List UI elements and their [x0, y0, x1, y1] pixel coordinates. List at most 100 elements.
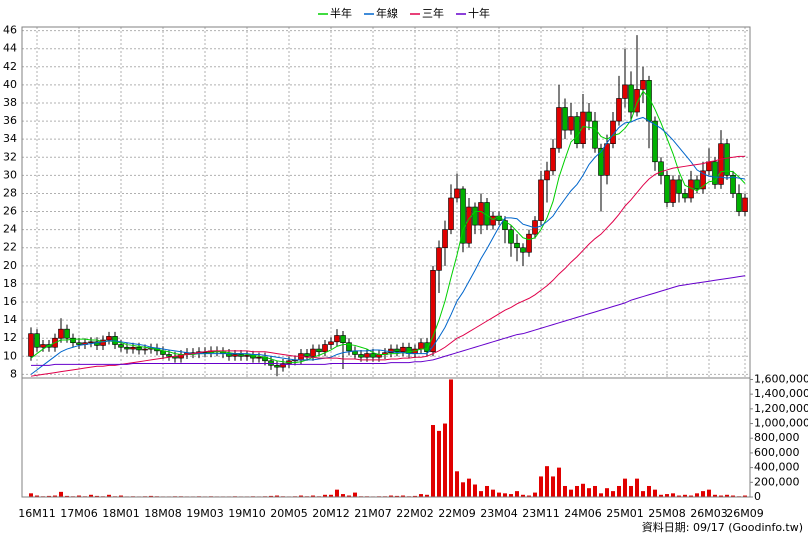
candle-body: [58, 328, 64, 339]
volume-bar: [311, 495, 315, 497]
volume-bar: [29, 493, 33, 497]
candle-body: [448, 197, 454, 230]
ma-line: [31, 275, 746, 366]
candle-body: [340, 335, 346, 344]
volume-bar: [713, 494, 717, 497]
candle-body: [400, 346, 406, 353]
volume-bar: [695, 493, 699, 497]
candle-body: [616, 98, 622, 122]
candle-body: [238, 354, 244, 357]
candle-body: [304, 353, 310, 357]
candle-body: [28, 333, 34, 357]
volume-frame: [21, 377, 751, 498]
volume-bar: [725, 494, 729, 497]
candle-body: [580, 111, 586, 144]
volume-bar: [587, 488, 591, 497]
volume-bar: [53, 495, 57, 497]
volume-bar: [659, 494, 663, 497]
candle-body: [124, 346, 130, 350]
volume-bar: [557, 467, 561, 497]
candle-body: [736, 193, 742, 212]
x-tick-label: 25M08: [648, 507, 686, 520]
volume-bar: [497, 492, 501, 497]
candle-body: [742, 197, 748, 212]
volume-bar: [575, 485, 579, 497]
y2-tick-label: 0: [754, 490, 761, 503]
volume-bar: [539, 476, 543, 497]
y-tick-label: 40: [3, 78, 17, 91]
candle-body: [106, 336, 112, 341]
candle-body: [514, 242, 520, 249]
legend-label: 三年: [422, 6, 444, 20]
volume-bar: [569, 489, 573, 497]
x-tick-label: 19M03: [186, 507, 224, 520]
candle-body: [94, 341, 100, 346]
volume-bar: [35, 495, 39, 497]
volume-bar: [683, 494, 687, 497]
volume-bar: [149, 495, 153, 497]
volume-bar: [623, 478, 627, 497]
y-tick-label: 34: [3, 132, 17, 145]
volume-bar: [413, 495, 417, 497]
candle-body: [64, 328, 70, 339]
x-tick-label: 17M06: [60, 507, 98, 520]
candle-body: [628, 84, 634, 113]
volume-bar: [635, 478, 639, 497]
x-tick-label: 18M01: [102, 507, 140, 520]
candle-body: [442, 229, 448, 249]
volume-bar: [677, 495, 681, 497]
volume-bar: [107, 494, 111, 497]
volume-bar: [347, 495, 351, 497]
candle-body: [658, 161, 664, 176]
candle-body: [358, 354, 364, 358]
volume-bar: [653, 489, 657, 497]
ma-line: [30, 90, 746, 364]
volume-bar: [485, 485, 489, 497]
candle-body: [586, 111, 592, 122]
candle-body: [526, 233, 532, 253]
ma-line: [30, 155, 745, 377]
candle-body: [670, 179, 676, 203]
y-tick-label: 38: [3, 96, 17, 109]
y-tick-label: 14: [3, 313, 17, 326]
candle-body: [136, 346, 142, 351]
volume-bar: [479, 491, 483, 497]
y-tick-label: 10: [3, 349, 17, 362]
candle-body: [718, 143, 724, 185]
volume-bar: [671, 493, 675, 497]
volume-bar: [449, 379, 453, 497]
volume-bar: [545, 466, 549, 497]
candle-body: [700, 170, 706, 190]
candle-body: [34, 333, 40, 348]
volume-bar: [629, 485, 633, 497]
y-tick-label: 42: [3, 60, 17, 73]
candle-body: [280, 363, 286, 368]
volume-bar: [77, 495, 81, 497]
volume-bar: [521, 494, 525, 497]
volume-bar: [551, 476, 555, 497]
candle-body: [310, 348, 316, 357]
candle-body: [724, 143, 730, 176]
x-tick-label: 23M04: [480, 507, 518, 520]
volume-bar: [323, 494, 327, 497]
x-tick-label: 26M09: [726, 507, 764, 520]
candle-body: [130, 346, 136, 350]
candle-body: [664, 175, 670, 203]
candle-body: [256, 356, 262, 359]
volume-bar: [533, 492, 537, 497]
volume-bar: [605, 488, 609, 497]
y2-tick-label: 800,000: [754, 431, 800, 444]
candle-body: [562, 107, 568, 131]
candle-body: [436, 247, 442, 271]
volume-bar: [269, 495, 273, 497]
candle-body: [598, 147, 604, 176]
candle-body: [544, 170, 550, 181]
volume-bar: [455, 471, 459, 497]
candle-body: [424, 342, 430, 353]
volume-bar: [443, 423, 447, 497]
volume-bar: [599, 493, 603, 497]
plot-area: [22, 27, 750, 497]
candle-body: [166, 354, 172, 357]
candle-body: [76, 342, 82, 345]
candle-body: [40, 344, 46, 348]
